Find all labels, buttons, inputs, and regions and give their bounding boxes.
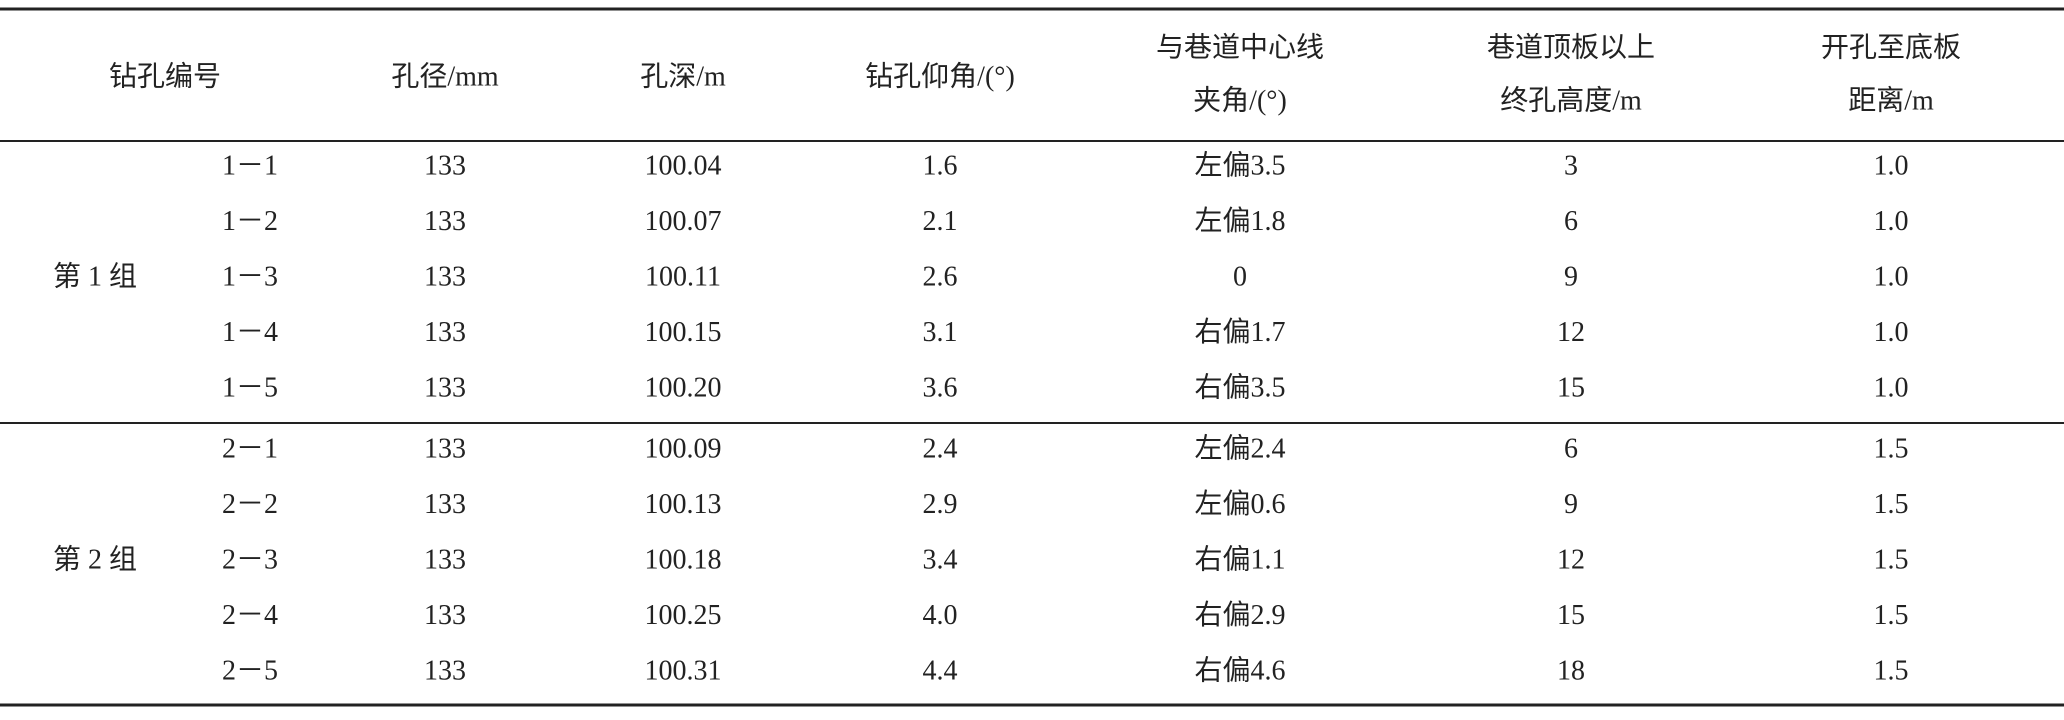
cell: 2－4 bbox=[222, 600, 278, 631]
header-cell: 钻孔仰角/(°) bbox=[865, 60, 1015, 92]
cell: 2.1 bbox=[923, 206, 958, 237]
cell: 100.11 bbox=[645, 261, 721, 292]
cell: 9 bbox=[1564, 261, 1578, 292]
cell: 3.4 bbox=[923, 544, 958, 575]
cell: 4.4 bbox=[923, 655, 958, 686]
cell: 1.0 bbox=[1874, 150, 1909, 181]
cell: 133 bbox=[424, 372, 466, 403]
header-cell: 距离/m bbox=[1848, 84, 1934, 116]
header-cell: 终孔高度/m bbox=[1500, 84, 1642, 116]
cell: 133 bbox=[424, 655, 466, 686]
cell: 133 bbox=[424, 150, 466, 181]
cell: 1.5 bbox=[1874, 655, 1909, 686]
header-cell: 孔径/mm bbox=[391, 60, 499, 92]
cell: 3.1 bbox=[923, 317, 958, 348]
group-label: 第 2 组 bbox=[53, 543, 137, 575]
header-cell: 开孔至底板 bbox=[1821, 31, 1961, 63]
cell: 左偏3.5 bbox=[1194, 149, 1285, 181]
cell: 3.6 bbox=[923, 372, 958, 403]
cell: 6 bbox=[1564, 433, 1578, 464]
cell: 100.13 bbox=[645, 489, 722, 520]
cell: 2.9 bbox=[923, 489, 958, 520]
cell: 100.18 bbox=[645, 544, 722, 575]
cell: 133 bbox=[424, 544, 466, 575]
cell: 2－3 bbox=[222, 544, 278, 575]
cell: 1.0 bbox=[1874, 372, 1909, 403]
cell: 133 bbox=[424, 317, 466, 348]
group-label: 第 1 组 bbox=[53, 260, 137, 292]
header-cell: 孔深/m bbox=[640, 61, 726, 92]
cell: 2－5 bbox=[222, 655, 278, 686]
cell: 100.25 bbox=[645, 600, 722, 631]
cell: 左偏0.6 bbox=[1194, 488, 1285, 520]
cell: 100.15 bbox=[645, 317, 722, 348]
cell: 18 bbox=[1557, 655, 1585, 686]
cell: 15 bbox=[1557, 600, 1585, 631]
cell: 100.07 bbox=[645, 206, 722, 237]
cell: 1－4 bbox=[222, 317, 278, 348]
cell: 15 bbox=[1557, 372, 1585, 403]
cell: 1－3 bbox=[222, 261, 278, 292]
cell: 左偏2.4 bbox=[1194, 432, 1285, 464]
cell: 0 bbox=[1233, 261, 1247, 292]
cell: 4.0 bbox=[923, 600, 958, 631]
cell: 1.5 bbox=[1874, 489, 1909, 520]
cell: 100.09 bbox=[645, 433, 722, 464]
cell: 1.5 bbox=[1874, 433, 1909, 464]
cell: 6 bbox=[1564, 206, 1578, 237]
cell: 100.04 bbox=[645, 150, 722, 181]
cell: 1.5 bbox=[1874, 544, 1909, 575]
cell: 2.4 bbox=[923, 433, 958, 464]
cell: 右偏4.6 bbox=[1194, 654, 1285, 686]
cell: 133 bbox=[424, 489, 466, 520]
cell: 100.31 bbox=[645, 655, 722, 686]
cell: 右偏1.7 bbox=[1194, 316, 1285, 348]
cell: 12 bbox=[1557, 544, 1585, 575]
cell: 2－2 bbox=[222, 489, 278, 520]
header-cell: 巷道顶板以上 bbox=[1487, 31, 1655, 63]
header-cell: 夹角/(°) bbox=[1193, 84, 1287, 116]
cell: 100.20 bbox=[645, 372, 722, 403]
cell: 9 bbox=[1564, 489, 1578, 520]
header-cell: 与巷道中心线 bbox=[1156, 31, 1324, 63]
cell: 1.0 bbox=[1874, 206, 1909, 237]
cell: 1.0 bbox=[1874, 317, 1909, 348]
cell: 右偏2.9 bbox=[1194, 599, 1285, 631]
cell: 3 bbox=[1564, 150, 1578, 181]
cell: 1.0 bbox=[1874, 261, 1909, 292]
cell: 133 bbox=[424, 261, 466, 292]
cell: 左偏1.8 bbox=[1194, 205, 1285, 237]
header-cell: 钻孔编号 bbox=[109, 60, 221, 92]
cell: 1－1 bbox=[222, 150, 278, 181]
cell: 1.6 bbox=[923, 150, 958, 181]
cell: 右偏1.1 bbox=[1194, 543, 1285, 575]
cell: 12 bbox=[1557, 317, 1585, 348]
cell: 2－1 bbox=[222, 433, 278, 464]
cell: 2.6 bbox=[923, 261, 958, 292]
cell: 133 bbox=[424, 206, 466, 237]
cell: 133 bbox=[424, 600, 466, 631]
cell: 右偏3.5 bbox=[1194, 371, 1285, 403]
cell: 1.5 bbox=[1874, 600, 1909, 631]
cell: 1－5 bbox=[222, 372, 278, 403]
cell: 1－2 bbox=[222, 206, 278, 237]
cell: 133 bbox=[424, 433, 466, 464]
